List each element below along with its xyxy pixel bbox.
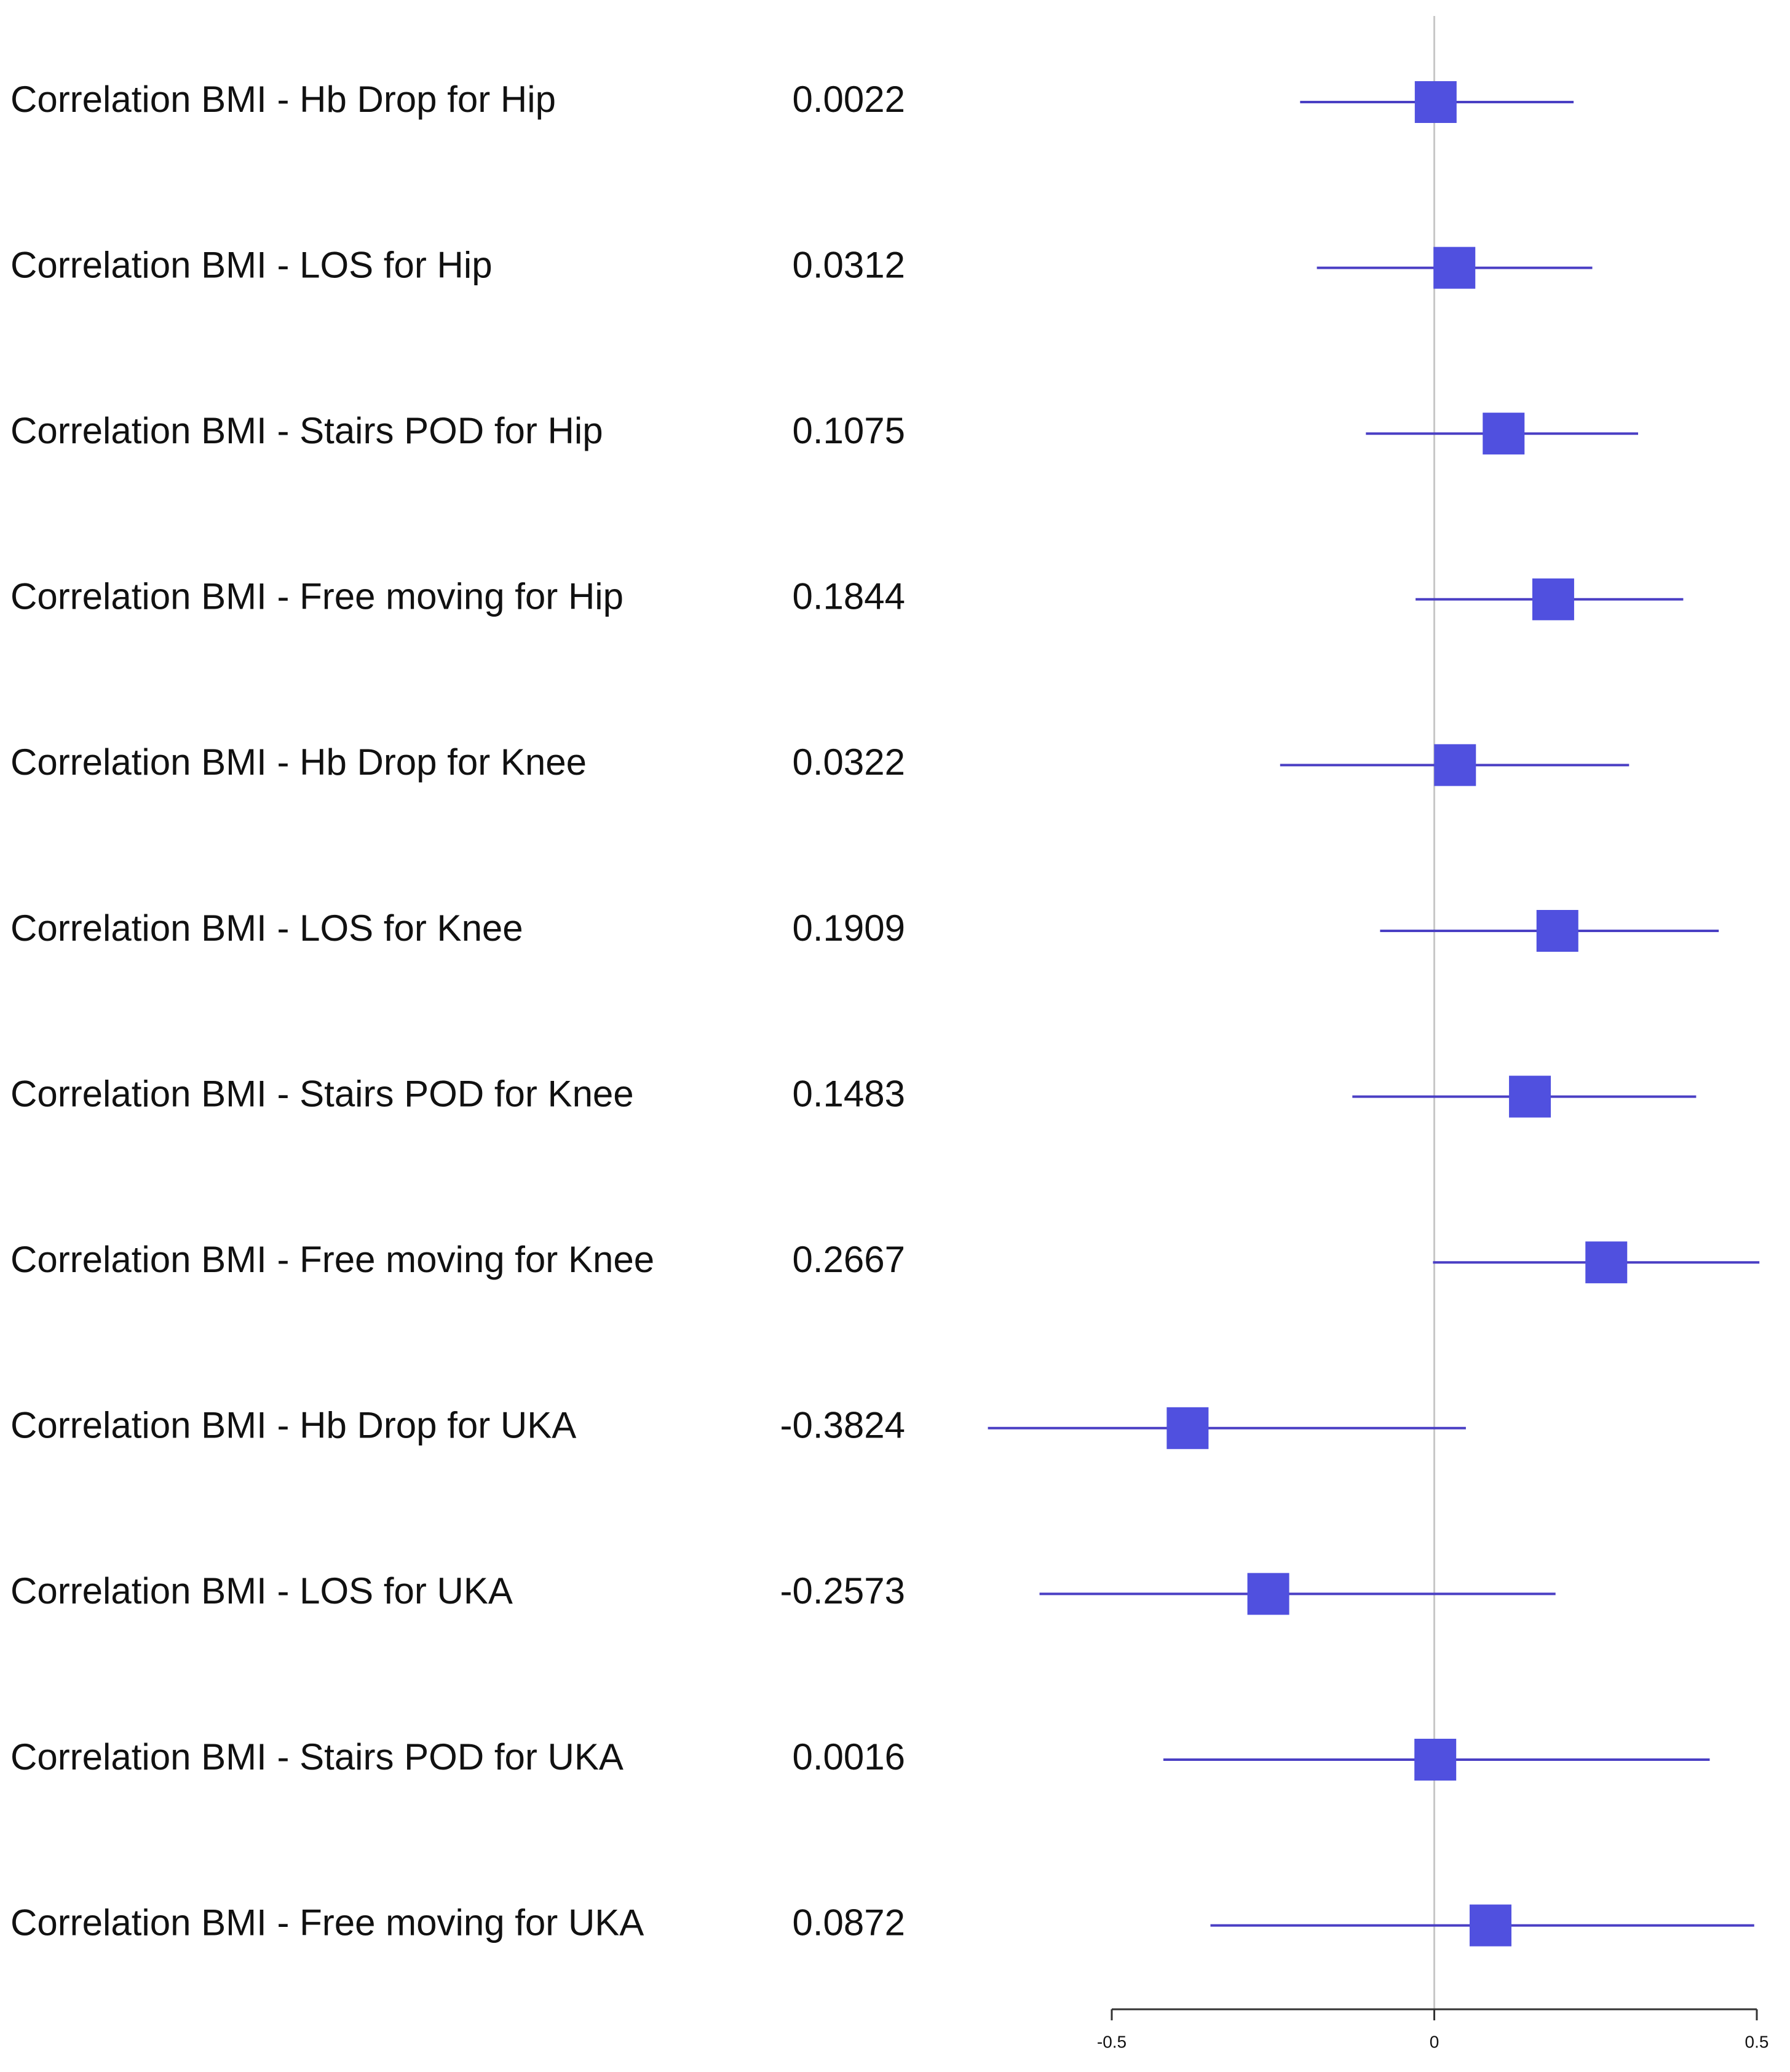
estimate-marker [1433,247,1476,289]
row-label: Correlation BMI - Free moving for Knee [10,1239,654,1280]
estimate-label: 0.0312 [792,244,905,285]
estimate-marker [1532,578,1574,620]
estimate-label: 0.0322 [792,741,905,783]
estimate-marker [1469,1904,1511,1947]
estimate-marker [1247,1573,1289,1615]
estimate-marker [1536,910,1578,952]
row-label: Correlation BMI - LOS for UKA [10,1570,513,1611]
estimate-label: -0.3824 [780,1405,906,1446]
estimate-label: 0.1075 [792,410,905,451]
row-label: Correlation BMI - Hb Drop for UKA [10,1405,576,1446]
estimate-label: 0.0022 [792,79,905,120]
row-label: Correlation BMI - LOS for Knee [10,907,523,949]
estimate-label: -0.2573 [780,1570,906,1611]
estimate-label: 0.0872 [792,1902,905,1943]
x-tick-label: -0.5 [1097,2032,1127,2051]
estimate-marker [1585,1241,1628,1284]
estimate-marker [1166,1407,1209,1449]
estimate-marker [1414,1739,1457,1781]
row-label: Correlation BMI - Stairs POD for Knee [10,1073,634,1114]
row-label: Correlation BMI - Hb Drop for Hip [10,79,556,120]
row-label: Correlation BMI - Stairs POD for UKA [10,1736,624,1777]
row-label: Correlation BMI - Hb Drop for Knee [10,741,587,783]
x-tick-label: 0 [1430,2032,1440,2051]
estimate-marker [1414,81,1457,123]
estimate-label: 0.1483 [792,1073,905,1114]
estimate-label: 0.0016 [792,1736,905,1777]
estimate-marker [1509,1075,1551,1118]
estimate-label: 0.1909 [792,907,905,949]
row-label: Correlation BMI - Stairs POD for Hip [10,410,603,451]
row-label: Correlation BMI - LOS for Hip [10,244,493,285]
estimate-label: 0.2667 [792,1239,905,1280]
x-tick-label: 0.5 [1745,2032,1769,2051]
estimate-marker [1483,413,1525,455]
estimate-marker [1434,744,1476,786]
row-label: Correlation BMI - Free moving for UKA [10,1902,644,1943]
estimate-label: 0.1844 [792,576,905,617]
row-label: Correlation BMI - Free moving for Hip [10,576,624,617]
